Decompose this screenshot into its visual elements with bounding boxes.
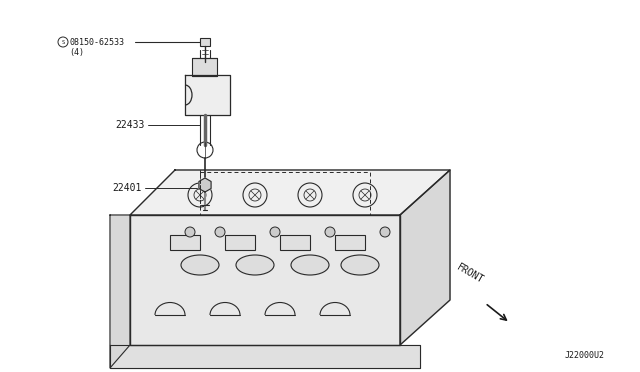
Bar — [192, 58, 217, 76]
Circle shape — [215, 227, 225, 237]
Polygon shape — [199, 178, 211, 192]
Text: J22000U2: J22000U2 — [565, 351, 605, 360]
Polygon shape — [130, 170, 450, 215]
Bar — [200, 38, 210, 46]
Text: (4): (4) — [69, 48, 84, 57]
Polygon shape — [130, 215, 400, 345]
Bar — [225, 235, 255, 250]
Polygon shape — [110, 345, 420, 368]
Circle shape — [270, 227, 280, 237]
Bar — [335, 235, 365, 250]
Circle shape — [380, 227, 390, 237]
Text: FRONT: FRONT — [455, 262, 485, 285]
Polygon shape — [185, 75, 230, 115]
Text: 08150-62533: 08150-62533 — [69, 38, 124, 46]
Text: 22401: 22401 — [112, 183, 141, 193]
Ellipse shape — [341, 255, 379, 275]
Ellipse shape — [181, 255, 219, 275]
Ellipse shape — [236, 255, 274, 275]
Circle shape — [325, 227, 335, 237]
Polygon shape — [110, 215, 130, 368]
Circle shape — [185, 227, 195, 237]
Text: 22433: 22433 — [115, 120, 145, 130]
Text: S: S — [61, 39, 65, 45]
Polygon shape — [400, 170, 450, 345]
Bar — [280, 235, 310, 250]
Bar — [170, 235, 200, 250]
Ellipse shape — [291, 255, 329, 275]
